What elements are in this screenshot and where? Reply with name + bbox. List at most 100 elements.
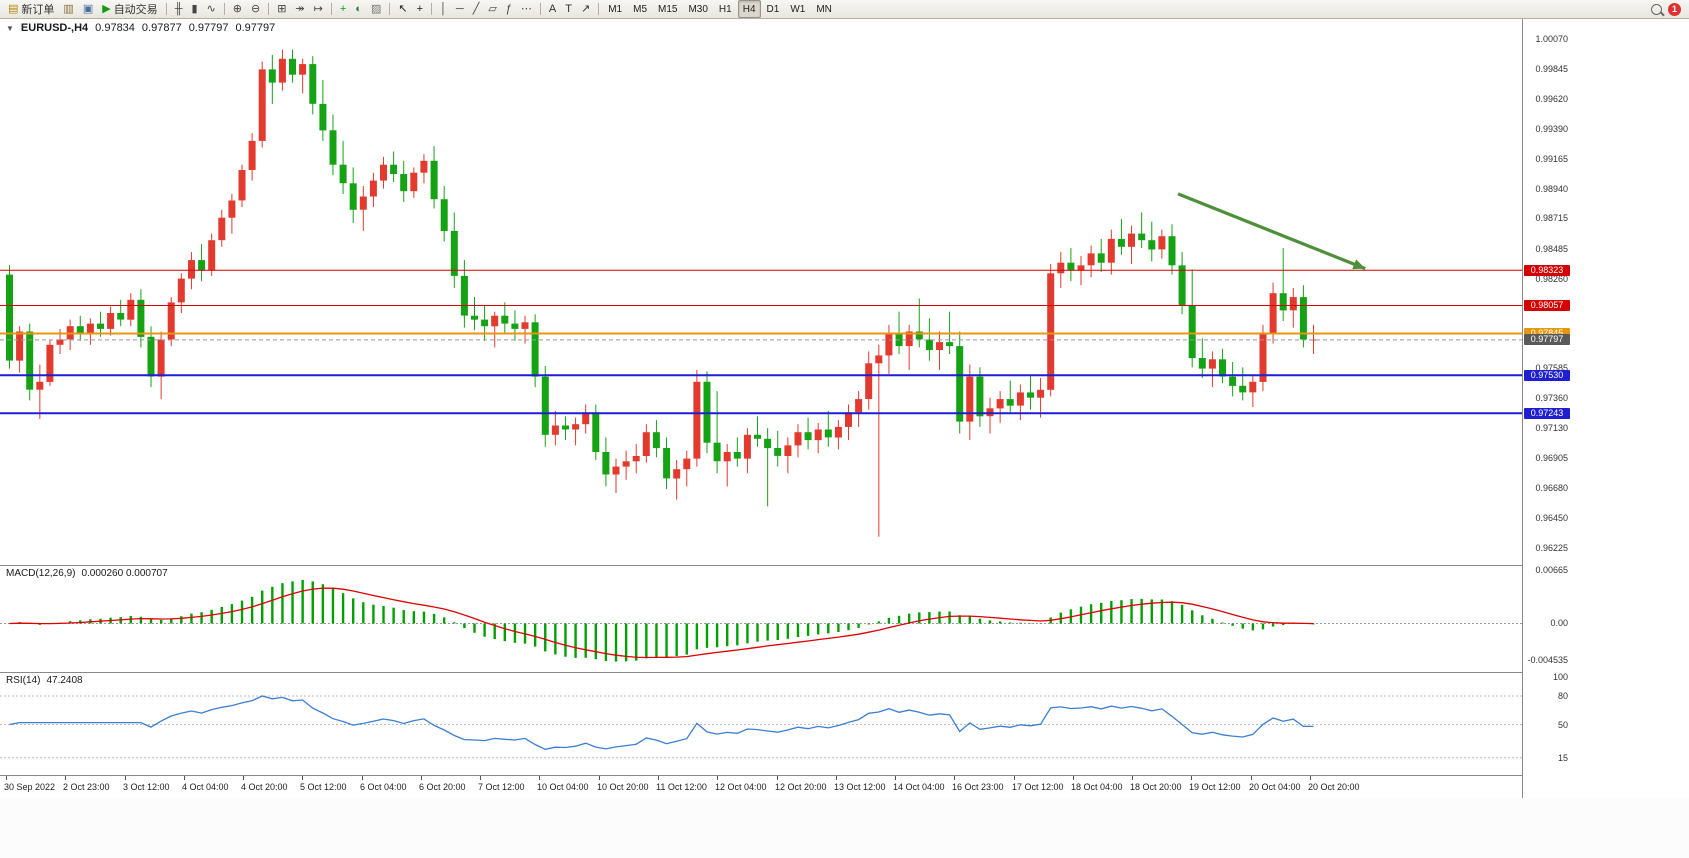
time-label: 12 Oct 04:00 (715, 782, 767, 792)
toolbar-right: 1 (1651, 2, 1685, 16)
timeframe-mn-button[interactable]: MN (816, 3, 832, 15)
timeframe-w1-button[interactable]: W1 (790, 3, 806, 15)
indicators-button[interactable]: + (336, 0, 350, 18)
candle-body (1229, 376, 1237, 386)
timeframe-m1-button[interactable]: M1 (608, 3, 623, 15)
candle-body (1027, 392, 1034, 398)
tile-windows-button[interactable]: ⊞ (273, 0, 290, 18)
time-label: 6 Oct 04:00 (360, 782, 407, 792)
candle-body (359, 196, 367, 210)
trendline-button[interactable]: ╱ (469, 0, 484, 18)
shapes-button[interactable]: ⋯ (517, 0, 536, 18)
crosshair-button[interactable]: + (413, 0, 427, 18)
auto-scroll-button[interactable]: ↠ (291, 0, 308, 18)
market-watch-icon: ▣ (82, 3, 94, 15)
text-label-button[interactable]: T (561, 0, 576, 18)
candle-body (855, 399, 863, 413)
candle-body (602, 452, 610, 475)
price-chart-canvas[interactable] (0, 19, 1522, 566)
macd-title: MACD(12,26,9) (6, 568, 76, 579)
indicators-icon: + (339, 3, 347, 15)
candle-body (1299, 297, 1307, 340)
time-tick (599, 776, 600, 780)
candle-body (996, 399, 1004, 409)
charts-profile-button[interactable]: ▥ (59, 0, 77, 18)
rsi-panel[interactable]: RSI(14) 47.2408 (0, 673, 1522, 776)
arrows-icon: ↗ (580, 3, 591, 15)
candlestick-chart-button[interactable]: ▮ (187, 0, 201, 18)
chart-workspace: ▼ EURUSD-,H4 0.97834 0.97877 0.97797 0.9… (0, 19, 1689, 798)
one-click-trading-toggle[interactable]: ▼ (6, 23, 14, 33)
time-axis[interactable]: 30 Sep 2022 2 Oct 23:00 3 Oct 12:00 4 Oct 0… (0, 776, 1522, 798)
candle-body (1016, 392, 1024, 406)
time-tick (243, 776, 244, 780)
price-tag: 0.98057 (1524, 300, 1570, 311)
price-tag: 0.97797 (1524, 334, 1570, 345)
candle-body (764, 438, 772, 449)
price-axis-label: 0.99165 (1535, 154, 1568, 164)
rsi-axis-label: 15 (1557, 753, 1568, 763)
price-axis[interactable]: 1.00070 0.99845 0.99620 0.99390 0.99165 0.989… (1522, 19, 1572, 798)
timeframe-m15-button[interactable]: M15 (658, 3, 678, 15)
periods-button[interactable]: ◐ (351, 0, 366, 18)
timeframe-d1-button[interactable]: D1 (766, 3, 780, 15)
text-button[interactable]: A (545, 0, 560, 18)
fibonacci-button[interactable]: ƒ (502, 0, 516, 18)
time-tick (895, 776, 896, 780)
templates-button[interactable]: ▨ (367, 0, 385, 18)
candle-body (683, 458, 691, 470)
macd-values: 0.000260 0.000707 (81, 568, 168, 579)
candle-body (76, 326, 84, 333)
line-chart-button[interactable]: ∿ (203, 0, 220, 18)
price-axis-label: 0.98260 (1535, 274, 1568, 284)
candle-body (309, 64, 317, 104)
market-watch-button[interactable]: ▣ (79, 0, 97, 18)
candle-body (511, 323, 519, 329)
macd-panel[interactable]: MACD(12,26,9) 0.000260 0.000707 (0, 566, 1522, 673)
time-tick (421, 776, 422, 780)
candle-body (420, 160, 428, 173)
price-axis-label: 0.99620 (1535, 94, 1568, 104)
time-tick (1310, 776, 1311, 780)
cursor-button[interactable]: ↖ (394, 0, 411, 18)
horizontal-line-button[interactable]: ─ (452, 0, 468, 18)
chart-title: ▼ EURUSD-,H4 0.97834 0.97877 0.97797 0.9… (6, 22, 275, 34)
arrows-button[interactable]: ↗ (577, 0, 594, 18)
candle-body (299, 64, 307, 75)
time-label: 10 Oct 20:00 (597, 782, 649, 792)
time-tick (954, 776, 955, 780)
candle-body (814, 429, 822, 441)
price-chart-panel[interactable]: ▼ EURUSD-,H4 0.97834 0.97877 0.97797 0.9… (0, 19, 1522, 566)
zoom-in-button[interactable]: ⊕ (229, 0, 246, 18)
rsi-axis-label: 50 (1557, 720, 1568, 730)
channel-button[interactable]: ▱ (484, 0, 500, 18)
timeframe-m5-button[interactable]: M5 (633, 3, 648, 15)
candle-body (1057, 262, 1065, 274)
candle-body (733, 452, 741, 459)
timeframe-m30-button[interactable]: M30 (688, 3, 708, 15)
search-icon[interactable] (1651, 3, 1662, 15)
charts-column: ▼ EURUSD-,H4 0.97834 0.97877 0.97797 0.9… (0, 19, 1522, 798)
candle-body (319, 103, 327, 131)
new-order-button[interactable]: ▤ 新订单 (4, 0, 58, 18)
time-tick (658, 776, 659, 780)
timeframe-h1-button[interactable]: H1 (718, 3, 732, 15)
auto-trading-button[interactable]: ▶ 自动交易 (98, 0, 161, 18)
rsi-line (9, 695, 1314, 750)
candle-body (774, 448, 782, 456)
zoom-out-button[interactable]: ⊖ (247, 0, 264, 18)
time-tick (184, 776, 185, 780)
candle-body (390, 164, 398, 174)
trend-arrow-annotation[interactable] (1177, 192, 1366, 271)
bar-chart-button[interactable]: ╫ (171, 0, 187, 18)
price-axis-label: 0.98485 (1535, 244, 1568, 254)
notification-badge[interactable]: 1 (1668, 2, 1681, 16)
tile-windows-icon: ⊞ (277, 3, 287, 15)
toolbar-separator (165, 3, 167, 15)
chart-shift-button[interactable]: ↦ (310, 0, 327, 18)
ohlc-low: 0.97797 (188, 22, 229, 34)
timeframe-h4-button[interactable]: H4 (737, 0, 761, 18)
ohlc-high: 0.97877 (141, 22, 182, 34)
vertical-line-button[interactable]: │ (436, 0, 451, 18)
